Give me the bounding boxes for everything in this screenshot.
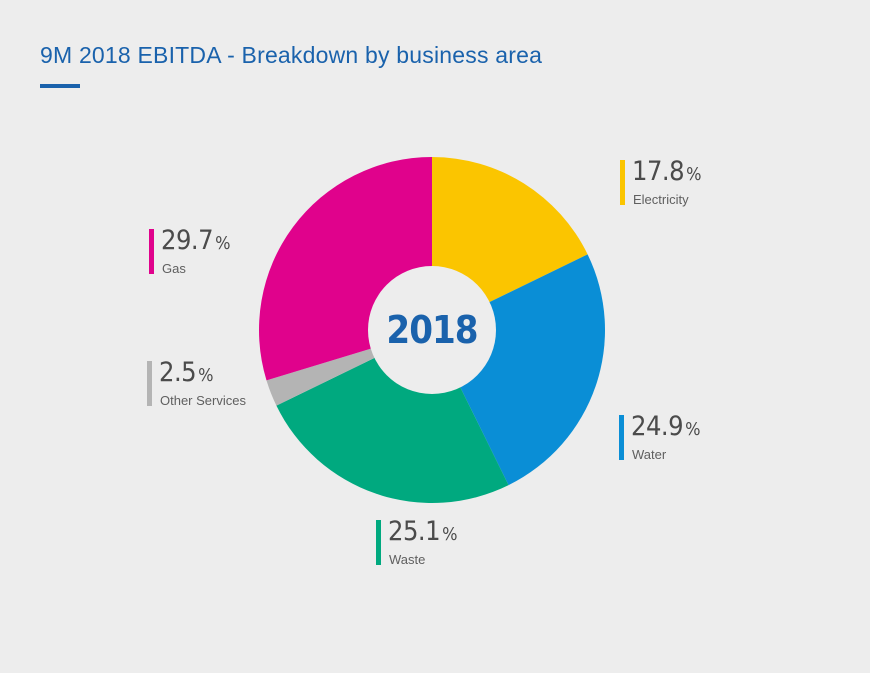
callout-waste-label: Waste: [389, 552, 426, 567]
chart-title: 9M 2018 EBITDA - Breakdown by business a…: [40, 42, 543, 68]
donut-hole: [368, 266, 496, 394]
callout-waste-number: 25.1: [388, 516, 441, 547]
callout-other-services-bar: [147, 361, 152, 406]
callout-other-services-percent: %: [198, 365, 214, 386]
callout-other-services-label: Other Services: [160, 393, 246, 408]
title-underline: [40, 84, 80, 88]
center-year-label: 2018: [386, 308, 478, 352]
callout-gas-number: 29.7: [161, 225, 214, 256]
callout-other-services-number: 2.5: [159, 357, 197, 388]
callout-electricity-bar: [620, 160, 625, 205]
callout-gas-value: 29.7%: [161, 225, 230, 256]
callout-electricity-number: 17.8: [632, 156, 685, 187]
callout-other-services-value: 2.5%: [159, 357, 214, 388]
callout-water-bar: [619, 415, 624, 460]
callout-waste-value: 25.1%: [388, 516, 457, 547]
callout-electricity-percent: %: [686, 164, 701, 185]
callout-water-number: 24.9: [631, 411, 684, 442]
callout-electricity-value: 17.8%: [632, 156, 701, 187]
callout-gas-percent: %: [215, 233, 230, 254]
callout-electricity-label: Electricity: [633, 192, 689, 207]
callout-waste-percent: %: [442, 524, 457, 545]
callout-water-label: Water: [632, 447, 667, 462]
callout-water-value: 24.9%: [631, 411, 700, 442]
callout-gas-label: Gas: [162, 261, 186, 276]
callout-waste-bar: [376, 520, 381, 565]
callout-water-percent: %: [685, 419, 700, 440]
callout-gas-bar: [149, 229, 154, 274]
